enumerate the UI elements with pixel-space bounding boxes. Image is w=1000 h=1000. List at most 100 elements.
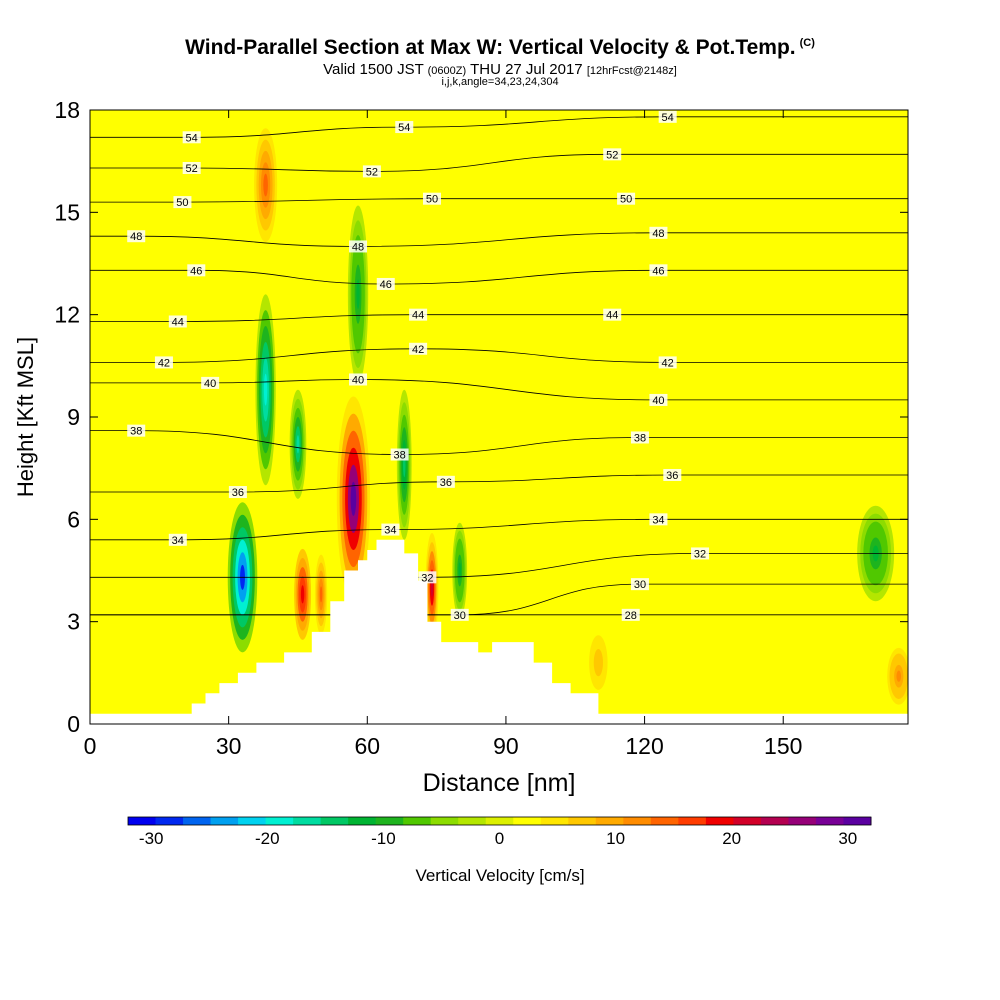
- velocity-feature-8-level-5: [458, 562, 461, 579]
- theta-label-44: 44: [603, 308, 622, 322]
- theta-label-bg: [621, 608, 640, 621]
- colorbar-swatch-19: [650, 817, 679, 825]
- x-tick-label-120: 120: [625, 733, 663, 759]
- theta-label-bg: [630, 578, 649, 591]
- colorbar-tick-label--20: -20: [255, 829, 280, 848]
- theta-label-bg: [663, 468, 682, 481]
- theta-label-bg: [691, 547, 710, 560]
- theta-label-bg: [127, 424, 146, 437]
- colorbar-swatch-22: [733, 817, 762, 825]
- terrain: [90, 539, 908, 724]
- colorbar-swatch-25: [815, 817, 844, 825]
- plot-background: [90, 110, 908, 724]
- x-tick-label-30: 30: [216, 733, 242, 759]
- velocity-feature-12-level-5: [896, 670, 902, 682]
- theta-label-54: 54: [395, 121, 414, 134]
- theta-label-bg: [349, 373, 368, 386]
- theta-label-text: 36: [232, 487, 244, 499]
- theta-label-bg: [127, 230, 146, 243]
- theta-label-46: 46: [187, 264, 206, 277]
- theta-label-48: 48: [127, 230, 146, 243]
- colorbar-tick-label-20: 20: [722, 829, 741, 848]
- theta-label-text: 52: [366, 166, 378, 178]
- colorbar-swatch-14: [513, 817, 542, 825]
- y-tick-label-3: 3: [67, 609, 80, 635]
- y-tick-label-15: 15: [54, 199, 80, 225]
- theta-label-text: 44: [172, 316, 184, 328]
- theta-label-bg: [630, 431, 649, 444]
- theta-label-bg: [617, 192, 636, 205]
- x-tick-label-0: 0: [84, 733, 97, 759]
- theta-label-text: 38: [130, 426, 142, 438]
- theta-label-34: 34: [649, 513, 668, 526]
- colorbar-swatch-9: [375, 817, 404, 825]
- theta-label-38: 38: [390, 448, 409, 462]
- velocity-feature-5-level-5: [263, 173, 268, 197]
- colorbar-tick-label-30: 30: [838, 829, 857, 848]
- theta-label-text: 54: [186, 132, 198, 144]
- theta-label-text: 36: [666, 470, 678, 482]
- theta-label-32: 32: [418, 571, 437, 584]
- theta-contour-36: [90, 474, 908, 493]
- colorbar-swatch-7: [320, 817, 349, 825]
- theta-label-bg: [390, 448, 409, 461]
- theta-label-text: 30: [634, 579, 646, 591]
- theta-label-34: 34: [381, 523, 400, 537]
- theta-label-text: 34: [652, 514, 664, 526]
- theta-label-text: 40: [204, 378, 216, 390]
- colorbar-swatch-0: [128, 817, 157, 825]
- y-tick-label-18: 18: [54, 97, 80, 123]
- colorbar-swatch-20: [678, 817, 707, 825]
- theta-label-46: 46: [376, 277, 395, 291]
- colorbar-swatch-10: [403, 817, 432, 825]
- theta-label-text: 50: [176, 197, 188, 209]
- valid-date: THU 27 Jul 2017: [470, 61, 583, 78]
- theta-label-42: 42: [409, 342, 428, 356]
- colorbar-swatch-16: [568, 817, 597, 825]
- theta-label-40: 40: [649, 393, 668, 407]
- colorbar-frame: [127, 816, 872, 826]
- theta-label-text: 40: [352, 374, 364, 386]
- theta-label-bg: [376, 277, 395, 290]
- theta-label-54: 54: [658, 110, 677, 124]
- colorbar-swatch-11: [430, 817, 459, 825]
- forecast-info: [12hrFcst@2148z]: [586, 65, 677, 77]
- copyright-mark: (C): [799, 37, 815, 49]
- x-axis-label: Distance [nm]: [423, 769, 576, 797]
- theta-label-54: 54: [182, 131, 201, 144]
- velocity-feature-2-level-5: [296, 435, 300, 454]
- colorbar: -30 -20 -10 0 10 20 30: [127, 816, 872, 848]
- theta-label-text: 42: [662, 357, 674, 369]
- theta-label-bg: [168, 315, 187, 328]
- theta-label-bg: [658, 356, 677, 369]
- theta-contour-40: [90, 379, 908, 401]
- theta-label-text: 46: [380, 279, 392, 291]
- theta-label-text: 48: [352, 241, 364, 253]
- velocity-feature-1-level-5: [263, 373, 268, 406]
- theta-label-40: 40: [349, 373, 368, 386]
- x-tick-label-90: 90: [493, 733, 519, 759]
- theta-label-40: 40: [201, 376, 220, 390]
- theta-label-36: 36: [228, 486, 247, 499]
- theta-labels: 54 54 54 52 52 52 50 50 50 48 48 48 46 46 46 44 44 44 42 42…: [127, 110, 710, 622]
- theta-label-bg: [418, 571, 437, 584]
- theta-label-bg: [658, 110, 677, 123]
- velocity-feature-4-level-5: [300, 585, 305, 604]
- theta-label-52: 52: [182, 161, 201, 175]
- colorbar-swatch-18: [623, 817, 652, 825]
- theta-label-42: 42: [154, 356, 173, 369]
- theta-label-50: 50: [617, 192, 636, 206]
- velocity-feature-6-level-5: [319, 586, 323, 603]
- theta-label-42: 42: [658, 356, 677, 369]
- colorbar-swatch-2: [183, 817, 212, 825]
- theta-label-bg: [395, 121, 414, 134]
- theta-label-bg: [182, 161, 201, 174]
- theta-label-text: 46: [190, 265, 202, 277]
- theta-label-48: 48: [349, 240, 368, 253]
- y-axis-label: Height [Kft MSL]: [13, 337, 38, 497]
- theta-label-text: 42: [158, 357, 170, 369]
- theta-label-bg: [201, 376, 220, 389]
- colorbar-swatch-26: [843, 817, 872, 825]
- section-indices: i,j,k,angle=34,23,24,304: [441, 76, 559, 88]
